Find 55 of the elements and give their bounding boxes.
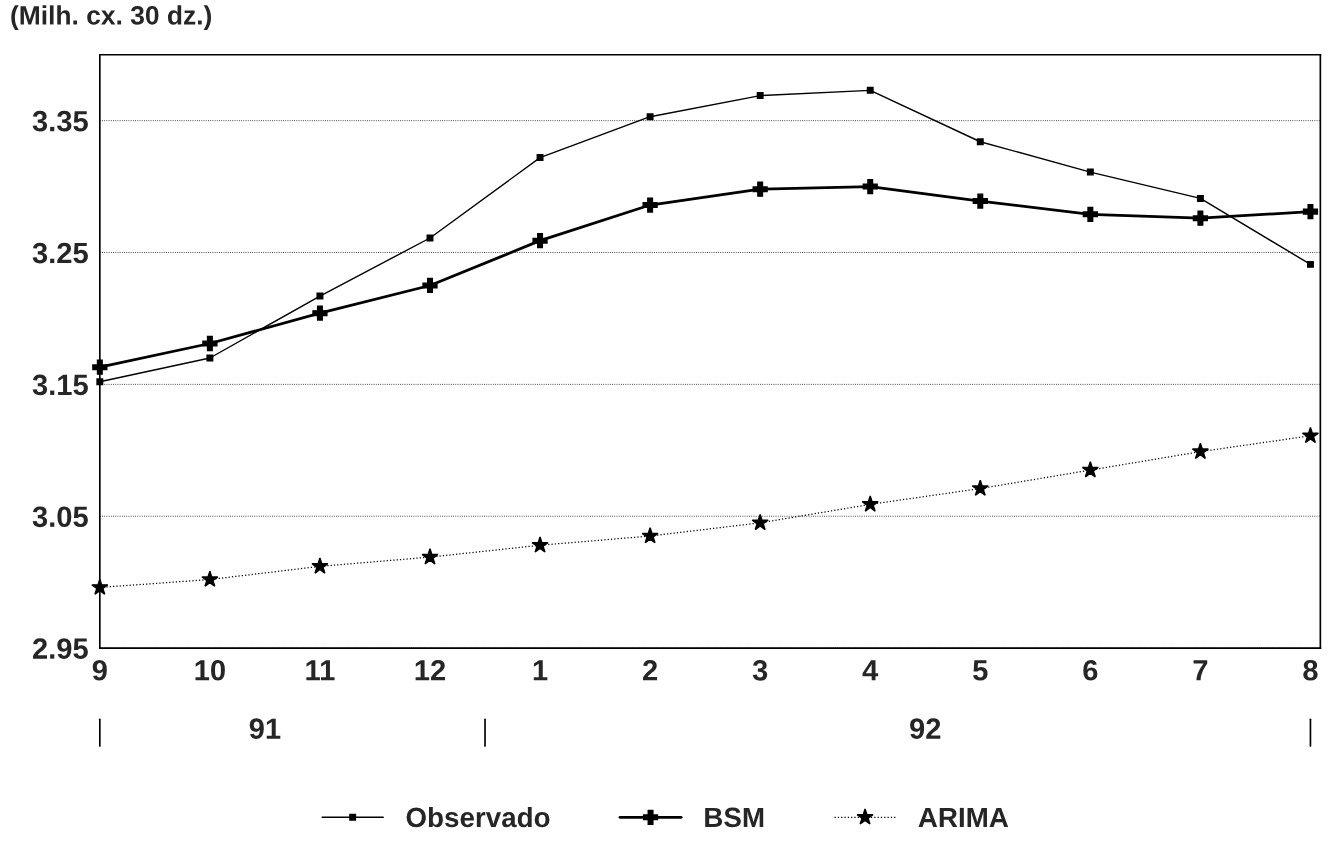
text: 92 [910, 718, 941, 739]
point [1301, 426, 1320, 444]
point [1302, 203, 1319, 220]
point [536, 154, 544, 162]
point [1191, 442, 1210, 460]
point [311, 557, 329, 574]
point [646, 113, 654, 121]
point [866, 86, 874, 94]
point [421, 548, 439, 565]
y-tick-label: 3.15 [32, 374, 88, 396]
point [862, 178, 878, 195]
y-tick-label: 3.25 [32, 242, 88, 264]
x-tick-label: 5 [973, 660, 988, 681]
y-tick-label: 3.05 [32, 506, 88, 528]
x-tick-label: 2 [643, 659, 658, 681]
point [531, 536, 549, 553]
point [971, 479, 989, 496]
x-tick-label: 1 [533, 660, 548, 681]
point [972, 193, 988, 209]
y-tick-label: 2.95 [32, 638, 88, 659]
point [861, 495, 879, 512]
x-tick-label: 11 [306, 660, 335, 681]
point [642, 197, 658, 213]
point [422, 277, 438, 294]
x-tick-label: 8 [1303, 659, 1318, 681]
legend-label: ARIMA [918, 807, 1009, 828]
x-tick-label: 10 [195, 659, 225, 681]
x-tick-label: 4 [862, 660, 879, 681]
text: 91 [249, 718, 281, 739]
point [316, 292, 324, 300]
point [202, 335, 218, 352]
x-tick-label: 6 [1083, 659, 1098, 681]
x-tick-label: 12 [415, 659, 446, 681]
point [312, 305, 328, 321]
point [751, 513, 769, 531]
legend-label: Observado [406, 806, 550, 828]
legend-label: BSM [705, 807, 764, 828]
point [1086, 168, 1094, 176]
y-tick-label: 3.35 [32, 110, 88, 132]
point [206, 354, 214, 362]
point [752, 181, 768, 197]
point [641, 526, 659, 544]
y-axis-title: (Milh. cx. 30 dz.) [11, 5, 212, 30]
point [532, 233, 548, 249]
point [1082, 206, 1098, 222]
x-tick-label: 9 [92, 659, 107, 681]
point [1081, 461, 1099, 478]
point [976, 138, 984, 146]
point [756, 92, 764, 100]
point [1192, 210, 1209, 226]
x-tick-label: 7 [1193, 660, 1208, 681]
point [201, 570, 219, 587]
x-tick-label: 3 [752, 659, 768, 681]
point [1306, 260, 1314, 268]
point [1196, 194, 1204, 202]
